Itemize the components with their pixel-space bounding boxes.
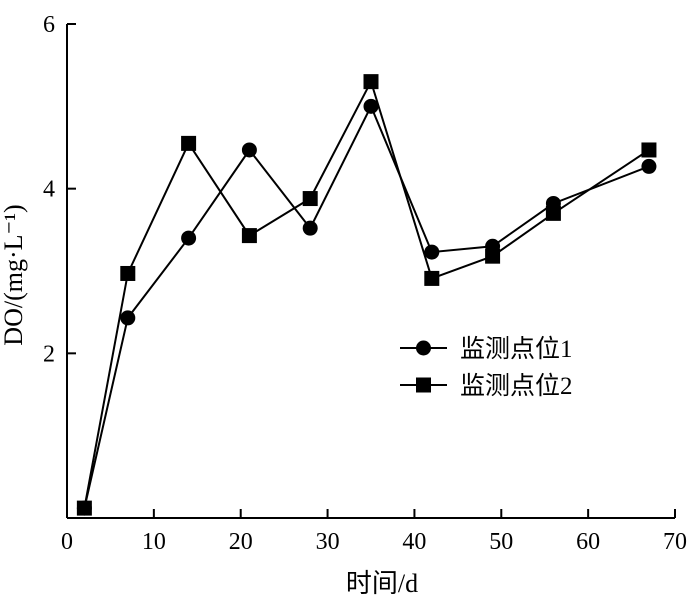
data-point xyxy=(545,205,561,221)
data-point xyxy=(120,310,136,326)
data-point xyxy=(120,265,136,281)
data-point xyxy=(241,228,257,244)
x-axis-title: 时间/d xyxy=(346,569,418,598)
data-point xyxy=(363,74,379,90)
data-point xyxy=(302,191,318,207)
legend-item: 监测点位1 xyxy=(400,335,573,363)
series-layer xyxy=(76,74,657,516)
legend-label: 监测点位2 xyxy=(460,372,573,400)
data-point xyxy=(641,142,657,158)
data-point xyxy=(363,98,379,114)
y-tick-label: 2 xyxy=(43,341,55,367)
data-point xyxy=(181,230,197,246)
data-point xyxy=(241,142,257,158)
x-tick-label: 70 xyxy=(663,529,687,555)
data-point xyxy=(424,270,440,286)
ticks: 0 10 20 30 40 50 60 70 2 4 6 xyxy=(43,12,687,555)
legend-item: 监测点位2 xyxy=(400,372,573,400)
y-tick-label: 4 xyxy=(43,177,55,203)
series-line xyxy=(83,78,650,509)
axes xyxy=(66,24,675,519)
data-point xyxy=(302,220,318,236)
data-point xyxy=(485,248,501,264)
data-point xyxy=(181,135,197,151)
legend: 监测点位1 监测点位2 xyxy=(400,335,573,400)
legend-marker xyxy=(416,377,431,393)
x-tick-label: 0 xyxy=(61,529,73,555)
series-1 xyxy=(76,98,657,516)
series-2 xyxy=(76,74,657,516)
x-tick-label: 60 xyxy=(576,529,600,555)
x-tick-label: 40 xyxy=(402,529,426,555)
data-point xyxy=(641,158,657,174)
data-point xyxy=(76,500,92,516)
legend-marker xyxy=(416,340,431,356)
x-tick-label: 50 xyxy=(489,529,513,555)
y-tick-label: 6 xyxy=(43,12,55,38)
x-tick-label: 20 xyxy=(229,529,253,555)
y-axis-title: DO/(mg·L⁻¹) xyxy=(0,204,28,345)
x-tick-label: 30 xyxy=(316,529,340,555)
series-line xyxy=(83,103,650,509)
x-tick-label: 10 xyxy=(142,529,166,555)
legend-label: 监测点位1 xyxy=(460,335,573,363)
data-point xyxy=(424,244,440,260)
